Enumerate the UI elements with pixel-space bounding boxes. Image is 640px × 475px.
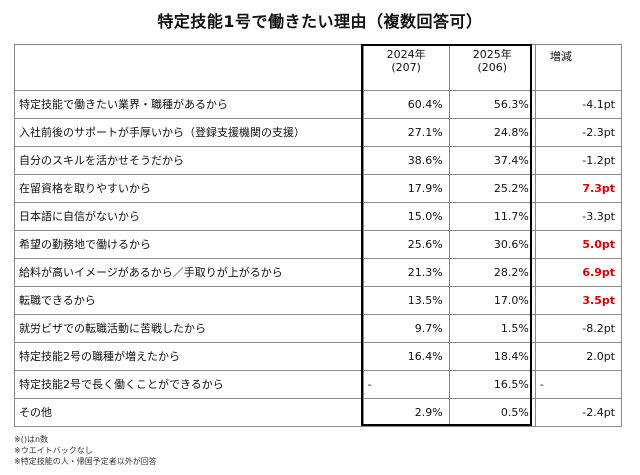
- row-value-2024: 17.9%: [362, 174, 450, 203]
- table-header-row: 2024年 (207) 2025年 (206) 増減: [14, 44, 623, 91]
- row-value-2024: 27.1%: [362, 118, 450, 147]
- table-row: 入社前後のサポートが手厚いから（登録支援機関の支援） 27.1% 24.8% -2.3…: [14, 118, 623, 147]
- row-item-label: 就労ビザでの転職活動に苦戦したから: [14, 314, 364, 343]
- row-value-2024: 13.5%: [362, 286, 450, 315]
- row-value-2024: 60.4%: [362, 90, 450, 119]
- header-2025: 2025年 (206): [448, 44, 536, 91]
- header-2024: 2024年 (207): [362, 44, 450, 91]
- row-item-label: 給料が高いイメージがあるから／手取りが上がるから: [14, 258, 364, 287]
- table-row: 在留資格を取りやすいから 17.9% 25.2% 7.3pt: [14, 174, 623, 203]
- row-value-2025: 17.0%: [448, 286, 536, 315]
- row-value-2025: 11.7%: [448, 202, 536, 231]
- table-row: 特定技能2号で長く働くことができるから -16.5% -: [14, 370, 623, 399]
- row-item-label: 特定技能2号の職種が増えたから: [14, 342, 364, 371]
- header-2025-year: 2025年: [472, 48, 512, 61]
- row-item-label: 入社前後のサポートが手厚いから（登録支援機関の支援）: [14, 118, 364, 147]
- table-row: 特定技能2号の職種が増えたから 16.4% 18.4% 2.0pt: [14, 342, 623, 371]
- row-value-2025: 25.2%: [448, 174, 536, 203]
- table-row: 就労ビザでの転職活動に苦戦したから 9.7% 1.5% -8.2pt: [14, 314, 623, 343]
- row-value-2025: 1.5%: [448, 314, 536, 343]
- row-item-label: 在留資格を取りやすいから: [14, 174, 364, 203]
- footnotes: ※()はn数 ※ウエイトバックなし ※特定技能の人・帰国予定者以外が回答: [14, 434, 157, 467]
- row-item-label: 転職できるから: [14, 286, 364, 315]
- row-value-2025: 18.4%: [448, 342, 536, 371]
- row-item-label: 特定技能で働きたい業界・職種があるから: [14, 90, 364, 119]
- footnote: ※()はn数: [14, 435, 49, 444]
- row-value-2024: 25.6%: [362, 230, 450, 259]
- row-value-2024: 16.4%: [362, 342, 450, 371]
- page-title: 特定技能1号で働きたい理由（複数回答可）: [157, 12, 483, 31]
- header-2024-n: (207): [391, 61, 421, 74]
- row-value-2025: 16.5%: [448, 370, 536, 399]
- row-value-2025: 28.2%: [448, 258, 536, 287]
- row-diff: 2.0pt: [534, 342, 623, 371]
- table-row: 日本語に自信がないから 15.0% 11.7% -3.3pt: [14, 202, 623, 231]
- row-diff: 7.3pt: [534, 174, 623, 203]
- row-diff: -1.2pt: [534, 146, 623, 175]
- row-value-2024: 38.6%: [362, 146, 450, 175]
- row-value-2024: -: [362, 370, 450, 399]
- footnote: ※特定技能の人・帰国予定者以外が回答: [14, 457, 157, 466]
- row-value-2025: 0.5%: [448, 398, 536, 427]
- row-item-label: 特定技能2号で長く働くことができるから: [14, 370, 364, 399]
- row-item-label: その他: [14, 398, 364, 427]
- row-diff: -: [534, 370, 623, 399]
- footnote: ※ウエイトバックなし: [14, 446, 93, 455]
- table-row: 希望の勤務地で働けるから 25.6% 30.6% 5.0pt: [14, 230, 623, 259]
- row-diff: -2.4pt: [534, 398, 623, 427]
- row-diff: -2.3pt: [534, 118, 623, 147]
- header-diff: 増減: [534, 44, 623, 91]
- row-value-2024: 9.7%: [362, 314, 450, 343]
- table-body: 特定技能で働きたい業界・職種があるから 60.4% 56.3% -4.1pt 入社前後の…: [14, 90, 623, 427]
- table-row: その他 2.9% 0.5% -2.4pt: [14, 398, 623, 427]
- row-diff: 5.0pt: [534, 230, 623, 259]
- table-row: 自分のスキルを活かせそうだから 38.6% 37.4% -1.2pt: [14, 146, 623, 175]
- row-value-2024: 21.3%: [362, 258, 450, 287]
- header-2024-year: 2024年: [386, 48, 426, 61]
- header-item: [14, 44, 364, 91]
- row-item-label: 希望の勤務地で働けるから: [14, 230, 364, 259]
- row-diff: -4.1pt: [534, 90, 623, 119]
- row-diff: 3.5pt: [534, 286, 623, 315]
- row-item-label: 自分のスキルを活かせそうだから: [14, 146, 364, 175]
- row-value-2025: 24.8%: [448, 118, 536, 147]
- table-row: 転職できるから 13.5% 17.0% 3.5pt: [14, 286, 623, 315]
- row-value-2025: 56.3%: [448, 90, 536, 119]
- row-value-2025: 30.6%: [448, 230, 536, 259]
- header-2025-n: (206): [477, 61, 508, 74]
- row-diff: -3.3pt: [534, 202, 623, 231]
- row-value-2025: 37.4%: [448, 146, 536, 175]
- row-item-label: 日本語に自信がないから: [14, 202, 364, 231]
- survey-table: 2024年 (207) 2025年 (206) 増減 特定技能で働きたい業界・職…: [14, 44, 623, 427]
- row-value-2024: 2.9%: [362, 398, 450, 427]
- row-diff: -8.2pt: [534, 314, 623, 343]
- table-row: 特定技能で働きたい業界・職種があるから 60.4% 56.3% -4.1pt: [14, 90, 623, 119]
- row-value-2024: 15.0%: [362, 202, 450, 231]
- row-diff: 6.9pt: [534, 258, 623, 287]
- table-row: 給料が高いイメージがあるから／手取りが上がるから 21.3% 28.2% 6.9pt: [14, 258, 623, 287]
